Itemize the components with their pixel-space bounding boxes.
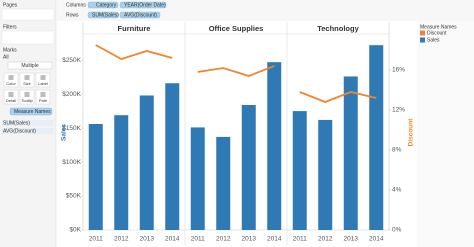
mark-button-label: Path: [39, 98, 47, 103]
columns-label: Columns: [66, 2, 86, 8]
sales-bar: [292, 111, 307, 230]
legend-label: Sales: [427, 37, 440, 43]
discount-line: [299, 91, 377, 103]
shelves: [57, 0, 474, 21]
sales-bar: [88, 124, 103, 230]
y-tick-label: $50K: [66, 193, 82, 200]
sales-bar: [343, 76, 358, 231]
y2-tick-label: 12%: [392, 107, 405, 114]
sales-bar: [369, 45, 384, 231]
pages-shelf[interactable]: [1, 8, 55, 21]
y-tick-label: $200K: [62, 91, 81, 98]
measure-names-pill[interactable]: [9, 107, 53, 116]
marks-tab[interactable]: [2, 120, 54, 126]
row-pill[interactable]: [119, 11, 161, 19]
marks-field[interactable]: AVG(Discount): [3, 128, 36, 134]
discount-line: [197, 65, 275, 77]
x-tick-label: 2013: [344, 236, 359, 243]
row-field: AVG(Discount): [124, 12, 157, 18]
y2-tick-label: 4%: [392, 187, 402, 194]
marks-all[interactable]: All: [3, 54, 9, 60]
column-field: Category: [96, 2, 117, 8]
legend-title: Measure Names: [420, 24, 457, 30]
x-tick-label: 2014: [267, 236, 282, 243]
y2-tick-label: 8%: [392, 147, 402, 154]
mark-button-icon: [24, 92, 30, 97]
x-tick-label: 2011: [293, 236, 307, 243]
column-pill[interactable]: [87, 1, 119, 9]
legend-swatch: [420, 37, 425, 43]
mark-type: Multiple: [21, 63, 38, 69]
legend-panel: [417, 21, 474, 247]
y-tick-label: $100K: [62, 159, 81, 166]
column-field: YEAR(Order Date): [124, 2, 166, 8]
sales-bar: [114, 115, 129, 230]
sales-bar: [165, 83, 180, 230]
x-tick-label: 2012: [318, 236, 333, 243]
y-tick-label: $0K: [69, 227, 81, 234]
sales-bar: [318, 119, 333, 230]
discount-line: [95, 44, 173, 60]
x-tick-label: 2013: [242, 236, 257, 243]
mark-buttons: Color Size Label Detail Tooltip Path: [3, 72, 51, 105]
legend-swatch: [420, 30, 425, 36]
x-tick-label: 2014: [369, 236, 384, 243]
y-axis-title: Sales: [61, 124, 68, 141]
mark-button-label: Tooltip: [21, 98, 33, 103]
y-tick-label: $250K: [62, 57, 81, 64]
marks-label: Marks: [3, 47, 17, 53]
row-field: SUM(Sales): [92, 12, 119, 18]
mark-button-label: Detail: [6, 98, 16, 103]
rows-label: Rows: [66, 12, 79, 18]
x-tick-label: 2012: [114, 236, 129, 243]
x-tick-label: 2011: [191, 236, 205, 243]
x-tick-label: 2011: [89, 236, 103, 243]
sales-bar: [190, 127, 205, 230]
sales-bar: [241, 104, 256, 230]
marks-field[interactable]: SUM(Sales): [3, 120, 30, 126]
mark-button-icon: [8, 92, 14, 97]
filters-shelf[interactable]: [1, 30, 55, 45]
y2-tick-label: 16%: [392, 67, 405, 74]
mark-button-label: Size: [23, 81, 32, 86]
filters-label: Filters: [3, 24, 17, 30]
y2-axis-title: Discount: [408, 118, 415, 147]
mark-button-icon: [40, 75, 46, 80]
mark-type-dropdown[interactable]: [7, 61, 53, 70]
y2-tick-label: 0%: [392, 227, 402, 234]
x-tick-label: 2013: [140, 236, 155, 243]
legend-label: Discount: [427, 30, 447, 36]
row-pill[interactable]: [87, 11, 119, 19]
mark-button-label: Label: [38, 81, 48, 86]
y-tick-label: $150K: [62, 125, 81, 132]
mark-button-icon: [8, 75, 14, 80]
mark-button-icon: [24, 75, 30, 80]
pages-label: Pages: [3, 2, 18, 8]
mark-button-label: Color: [6, 81, 16, 86]
marks-field: Measure Names: [14, 109, 51, 115]
sales-bar: [267, 62, 282, 230]
mark-button-icon: [40, 92, 46, 97]
x-tick-label: 2012: [216, 236, 231, 243]
chart: $0K $50K $100K $150K $200K $250K 0% 4% 8% 12% 16% S…: [61, 22, 415, 245]
pane-header: Furniture: [118, 24, 151, 33]
marks-tab[interactable]: [2, 128, 54, 134]
x-tick-label: 2014: [165, 236, 180, 243]
sales-bar: [139, 95, 154, 230]
column-pill[interactable]: [119, 1, 167, 9]
pane-header: Office Supplies: [209, 24, 264, 33]
pane-header: Technology: [317, 24, 359, 33]
sales-bar: [216, 136, 231, 230]
